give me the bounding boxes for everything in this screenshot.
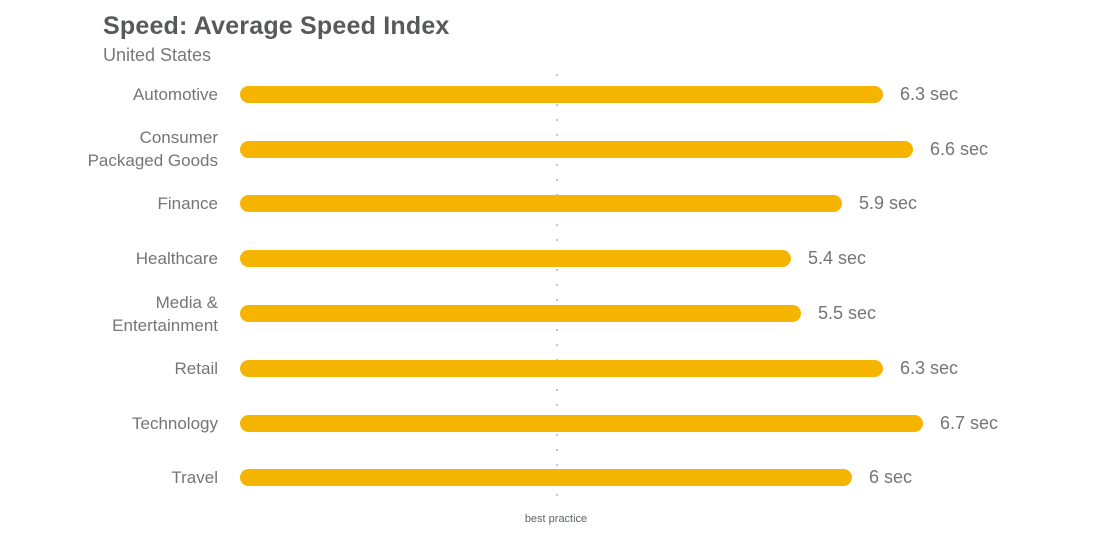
category-label: Retail: [174, 358, 218, 378]
chart-header: Speed: Average Speed Index United States: [103, 11, 450, 66]
category-label: Media & Entertainment: [112, 292, 218, 335]
chart-row: Consumer Packaged Goods 6.6 sec: [0, 122, 998, 177]
bar: [240, 85, 883, 103]
category-label: Automotive: [132, 84, 218, 104]
chart-title: Speed: Average Speed Index: [103, 12, 450, 40]
value-label: 5.9 sec: [859, 193, 918, 214]
category-label: Travel: [171, 468, 218, 488]
bar: [240, 414, 923, 432]
bar: [240, 250, 791, 268]
best-practice-line: [556, 74, 558, 504]
value-label: 6.3 sec: [900, 83, 959, 104]
bar-area: 6 sec: [240, 467, 912, 488]
chart-subtitle: United States: [103, 45, 212, 65]
bar-area: 5.5 sec: [240, 303, 876, 324]
chart-row: Travel 6 sec: [0, 451, 998, 506]
chart-row: Retail 6.3 sec: [0, 341, 998, 396]
bar: [240, 305, 801, 323]
bar-area: 5.4 sec: [240, 248, 866, 269]
bar-area: 6.7 sec: [240, 413, 998, 434]
bar-area: 6.3 sec: [240, 84, 958, 105]
bar: [240, 359, 883, 377]
value-label: 6.7 sec: [940, 412, 999, 433]
value-label: 6.6 sec: [930, 138, 989, 159]
bar-rows: Automotive 6.3 sec Consumer Packaged Goods 6…: [0, 67, 998, 505]
bar-area: 5.9 sec: [240, 193, 917, 214]
bar-area: 6.3 sec: [240, 358, 958, 379]
chart-row: Finance 5.9 sec: [0, 177, 998, 232]
bar: [240, 469, 852, 487]
value-label: 5.4 sec: [808, 248, 867, 269]
chart-row: Technology 6.7 sec: [0, 396, 998, 451]
value-label: 6 sec: [869, 467, 913, 488]
category-label: Finance: [157, 194, 218, 214]
category-label: Consumer Packaged Goods: [87, 128, 218, 171]
chart-row: Automotive 6.3 sec: [0, 67, 998, 122]
bar-area: 6.6 sec: [240, 139, 988, 160]
category-label: Technology: [131, 413, 218, 433]
value-label: 6.3 sec: [900, 357, 959, 378]
chart-row: Media & Entertainment 5.5 sec: [0, 286, 998, 341]
value-label: 5.5 sec: [818, 303, 877, 324]
bar: [240, 195, 842, 213]
chart-row: Healthcare 5.4 sec: [0, 231, 998, 286]
bar: [240, 140, 913, 158]
best-practice-label: best practice: [524, 513, 588, 525]
category-label: Healthcare: [135, 249, 218, 269]
